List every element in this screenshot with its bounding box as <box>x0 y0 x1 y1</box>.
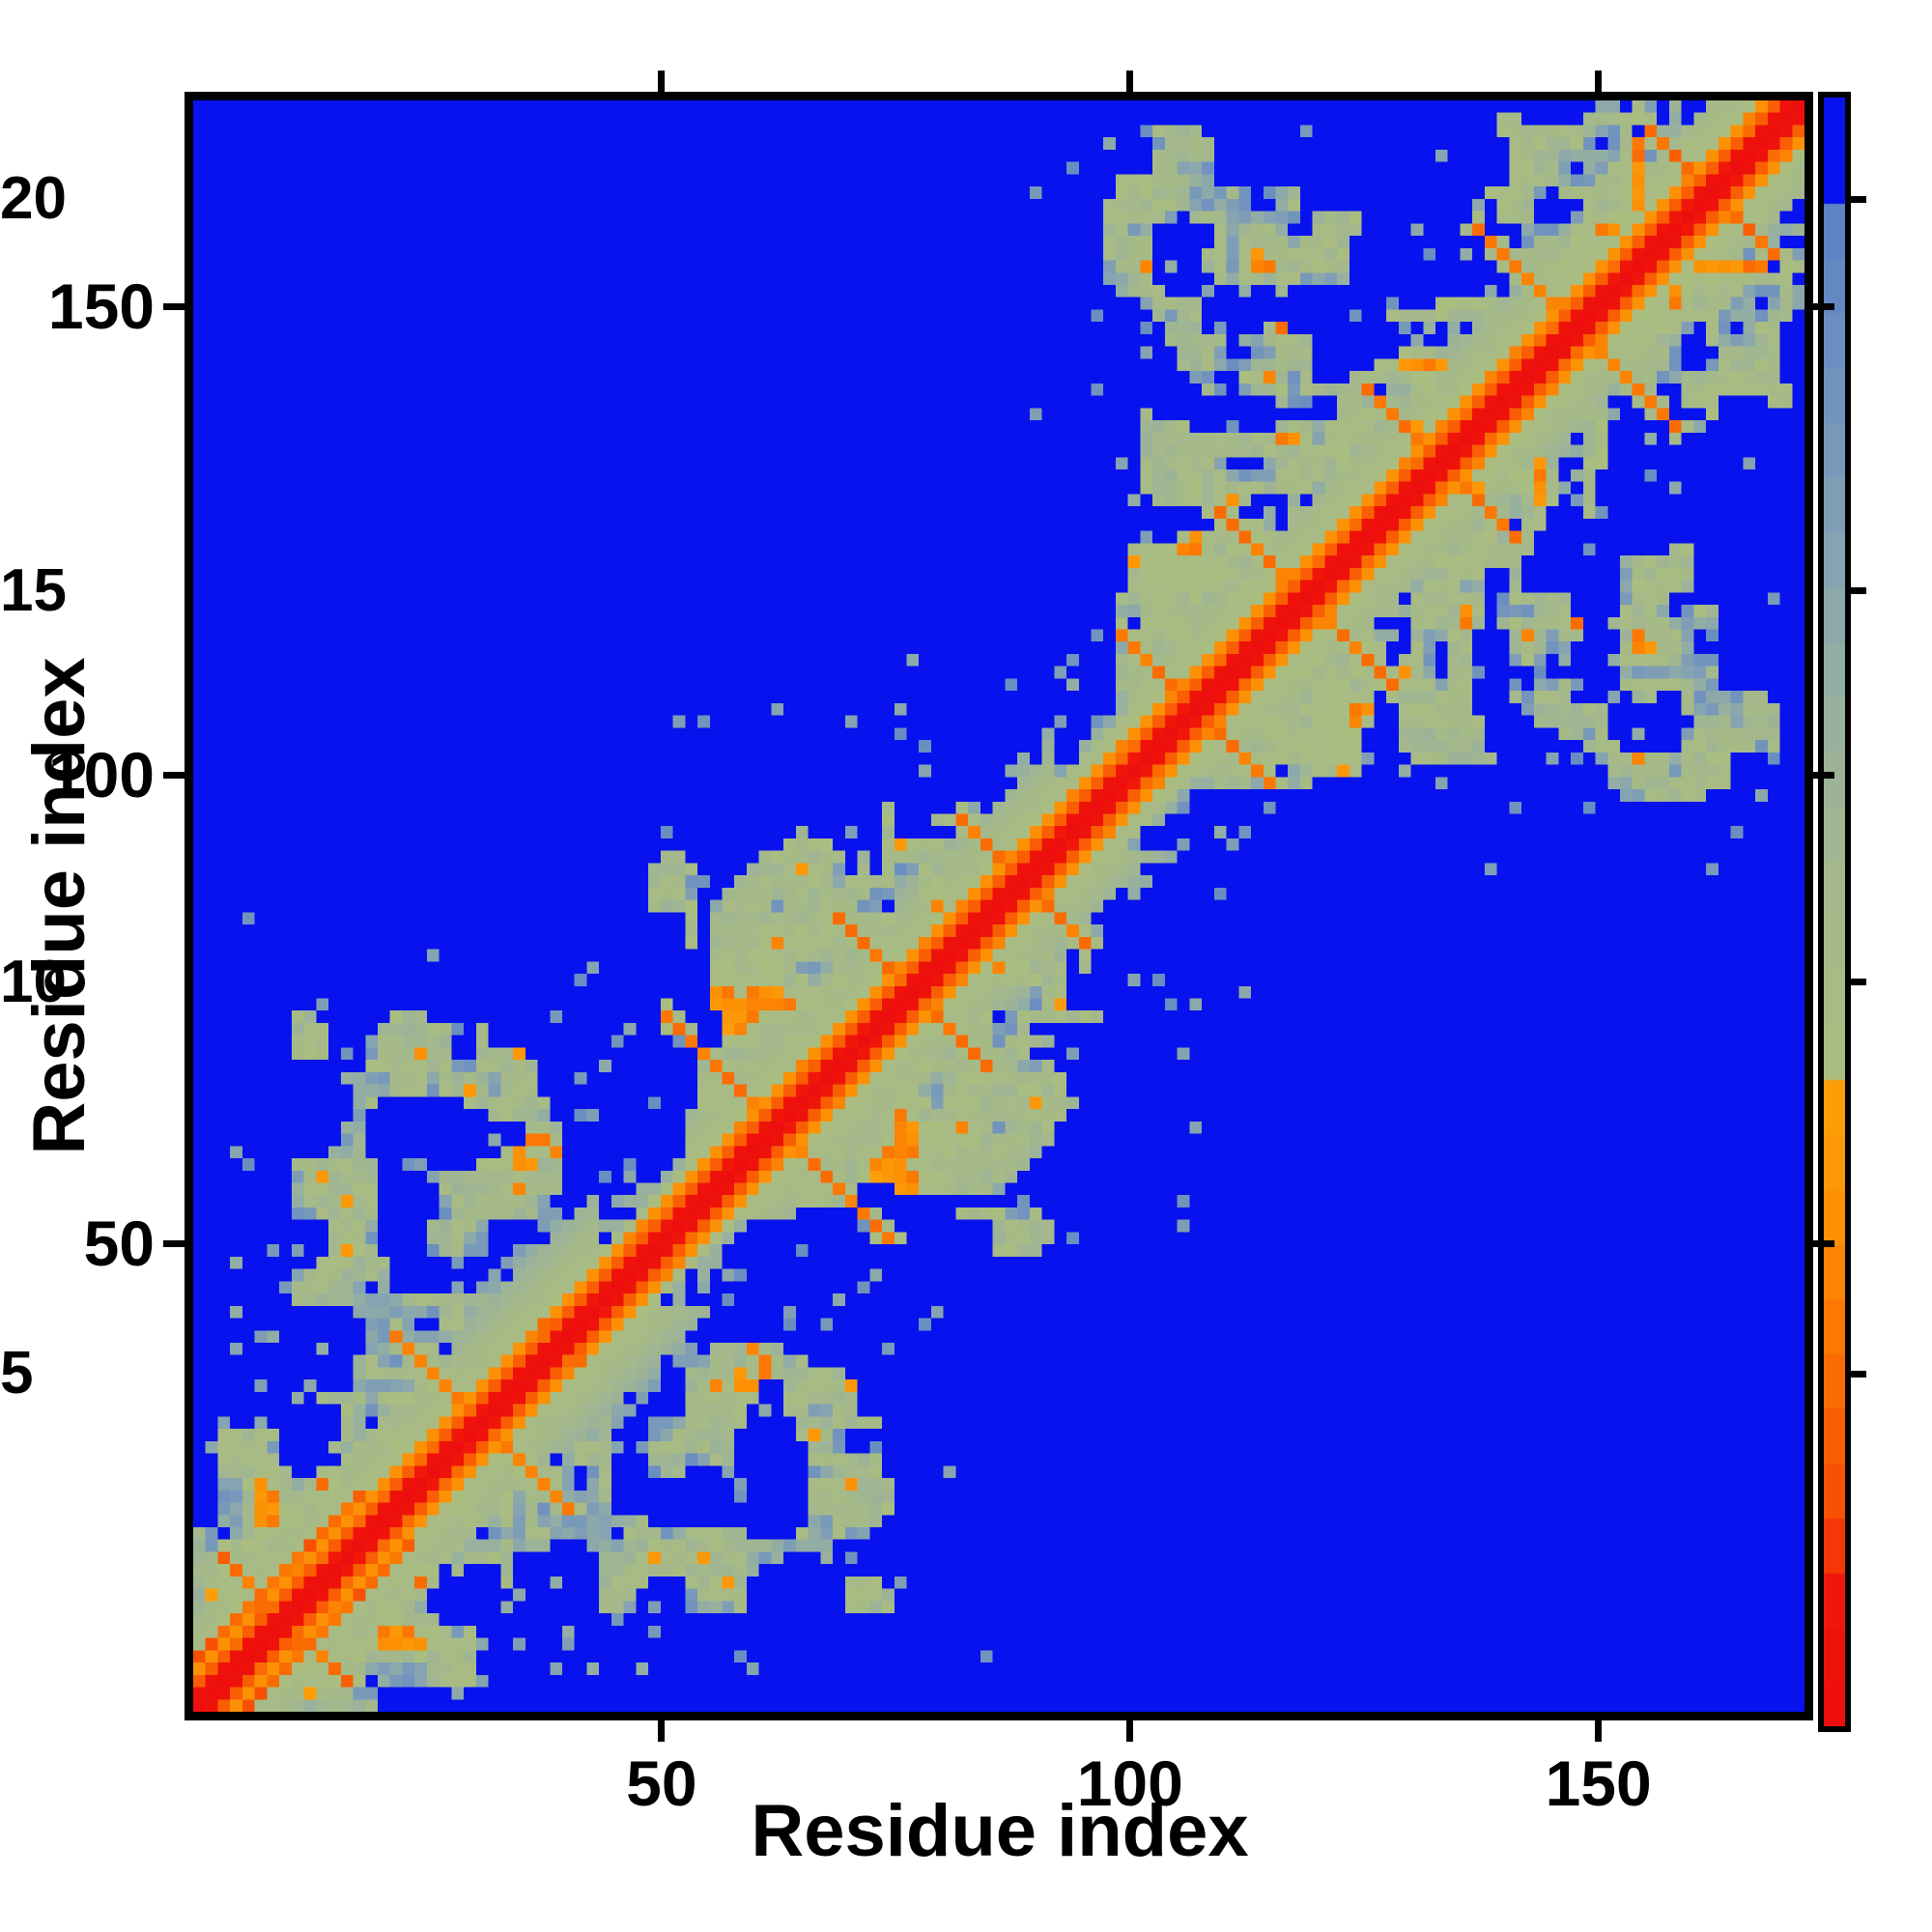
y-axis-tick-right <box>1813 302 1834 310</box>
y-axis-tick-left <box>163 1239 185 1247</box>
colorbar-tick-label: 20 <box>0 165 67 233</box>
y-axis-label: Residue index <box>18 657 100 1155</box>
x-axis-tick-bottom <box>658 1720 666 1742</box>
colorbar-tick <box>1851 979 1866 986</box>
x-tick-label: 50 <box>626 1747 697 1819</box>
x-tick-label: 100 <box>1076 1747 1183 1819</box>
x-axis-tick-bottom <box>1595 1720 1603 1742</box>
colorbar-tick <box>1851 1370 1866 1378</box>
y-axis-tick-right <box>1813 1239 1834 1247</box>
y-tick-label: 50 <box>83 1208 155 1280</box>
x-tick-label: 150 <box>1545 1747 1652 1819</box>
colorbar <box>1818 92 1851 1732</box>
x-axis-label: Residue index <box>751 1790 1249 1872</box>
y-axis-tick-right <box>1813 771 1834 779</box>
y-tick-label: 100 <box>47 739 155 811</box>
colorbar-tick <box>1851 195 1866 203</box>
x-axis-tick-top <box>1126 71 1134 92</box>
colorbar-gradient-canvas <box>1824 98 1845 1726</box>
colorbar-tick <box>1851 587 1866 595</box>
y-axis-tick-left <box>163 302 185 310</box>
x-axis-tick-top <box>658 71 666 92</box>
colorbar-tick-label: 5 <box>0 1340 34 1407</box>
colorbar-tick-label: 15 <box>0 556 67 624</box>
x-axis-tick-bottom <box>1126 1720 1134 1742</box>
y-axis-tick-left <box>163 771 185 779</box>
y-tick-label: 150 <box>47 270 155 343</box>
x-axis-tick-top <box>1595 71 1603 92</box>
heatmap-plot-area <box>185 92 1813 1720</box>
contact-map-canvas <box>193 100 1804 1712</box>
colorbar-tick-label: 10 <box>0 948 67 1015</box>
